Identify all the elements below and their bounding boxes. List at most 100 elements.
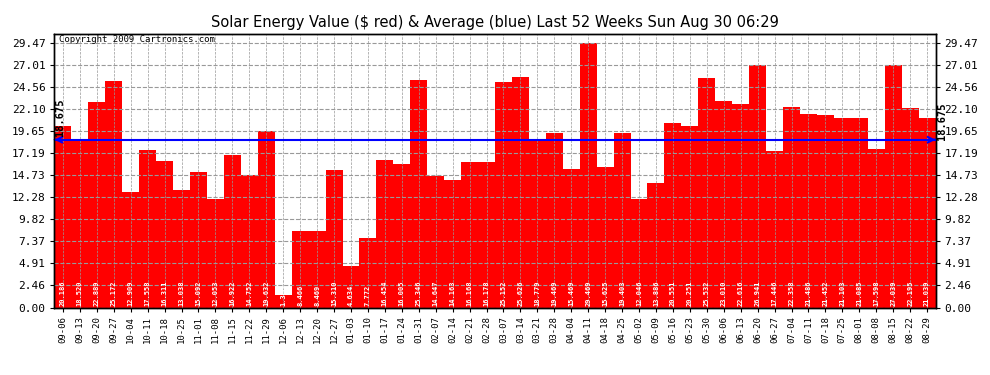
Text: 21.452: 21.452 xyxy=(823,280,829,306)
Text: Copyright 2009 Cartronics.com: Copyright 2009 Cartronics.com xyxy=(58,35,215,44)
Bar xyxy=(428,176,445,308)
Bar xyxy=(902,108,919,308)
Bar xyxy=(919,118,936,308)
Text: 12.053: 12.053 xyxy=(213,280,219,306)
Bar xyxy=(562,168,580,308)
Text: 17.558: 17.558 xyxy=(145,280,150,306)
Bar xyxy=(529,139,545,308)
Text: 18.520: 18.520 xyxy=(77,280,83,306)
Text: 8.466: 8.466 xyxy=(297,285,303,306)
Text: 21.486: 21.486 xyxy=(806,280,812,306)
Bar xyxy=(715,101,733,308)
Bar xyxy=(410,80,428,308)
Text: 16.311: 16.311 xyxy=(161,280,167,306)
Bar xyxy=(105,81,122,308)
Text: 15.469: 15.469 xyxy=(568,280,574,306)
Text: 26.941: 26.941 xyxy=(754,280,760,306)
Bar xyxy=(190,172,207,308)
Bar xyxy=(326,170,343,308)
Bar xyxy=(173,190,190,308)
Bar xyxy=(647,183,664,308)
Text: 21.085: 21.085 xyxy=(856,280,862,306)
Text: 25.346: 25.346 xyxy=(416,280,422,306)
Bar xyxy=(495,81,512,308)
Text: 16.454: 16.454 xyxy=(382,280,388,306)
Bar xyxy=(597,167,614,308)
Text: 18.675: 18.675 xyxy=(54,99,64,136)
Bar xyxy=(733,104,749,308)
Bar xyxy=(207,199,224,308)
Text: 12.046: 12.046 xyxy=(636,280,643,306)
Text: 27.039: 27.039 xyxy=(890,280,896,306)
Text: 21.039: 21.039 xyxy=(924,280,930,306)
Text: 19.403: 19.403 xyxy=(619,280,625,306)
Bar xyxy=(885,64,902,308)
Bar xyxy=(783,106,800,308)
Bar xyxy=(140,150,156,308)
Bar xyxy=(664,123,681,308)
Bar xyxy=(766,151,783,308)
Bar xyxy=(800,114,817,308)
Text: 8.469: 8.469 xyxy=(314,285,320,306)
Text: 29.469: 29.469 xyxy=(585,280,591,306)
Bar xyxy=(698,78,715,308)
Text: 22.358: 22.358 xyxy=(788,280,795,306)
Bar xyxy=(834,118,850,308)
Text: 25.172: 25.172 xyxy=(111,280,117,306)
Text: 15.625: 15.625 xyxy=(602,280,608,306)
Bar xyxy=(88,102,105,308)
Bar xyxy=(224,156,241,308)
Bar xyxy=(376,160,393,308)
Bar xyxy=(359,238,376,308)
Text: 15.310: 15.310 xyxy=(331,280,337,306)
Bar xyxy=(868,149,885,308)
Text: 16.005: 16.005 xyxy=(399,280,405,306)
Bar xyxy=(580,43,597,308)
Text: 1.369: 1.369 xyxy=(280,285,286,306)
Text: 16.922: 16.922 xyxy=(230,280,236,306)
Text: 25.626: 25.626 xyxy=(518,280,524,306)
Text: 16.168: 16.168 xyxy=(466,280,472,306)
Text: 23.010: 23.010 xyxy=(721,280,727,306)
Text: 13.038: 13.038 xyxy=(178,280,184,306)
Text: 17.598: 17.598 xyxy=(873,280,879,306)
Bar xyxy=(614,133,631,308)
Text: 20.186: 20.186 xyxy=(60,280,66,306)
Bar xyxy=(292,231,309,308)
Bar xyxy=(54,126,71,308)
Bar xyxy=(545,133,562,308)
Text: 22.195: 22.195 xyxy=(907,280,913,306)
Text: 22.889: 22.889 xyxy=(94,280,100,306)
Bar xyxy=(393,164,410,308)
Bar xyxy=(681,126,698,308)
Bar xyxy=(241,175,257,308)
Bar xyxy=(71,141,88,308)
Bar xyxy=(512,77,529,308)
Bar xyxy=(461,162,478,308)
Bar xyxy=(850,118,868,308)
Text: 22.616: 22.616 xyxy=(738,280,743,306)
Bar xyxy=(156,161,173,308)
Bar xyxy=(122,192,140,308)
Text: 21.103: 21.103 xyxy=(840,280,845,306)
Text: 14.163: 14.163 xyxy=(449,280,455,306)
Text: 15.092: 15.092 xyxy=(195,280,202,306)
Title: Solar Energy Value ($ red) & Average (blue) Last 52 Weeks Sun Aug 30 06:29: Solar Energy Value ($ red) & Average (bl… xyxy=(211,15,779,30)
Text: 20.251: 20.251 xyxy=(687,280,693,306)
Text: 14.752: 14.752 xyxy=(247,280,252,306)
Text: 25.152: 25.152 xyxy=(501,280,507,306)
Text: 25.532: 25.532 xyxy=(704,280,710,306)
Bar xyxy=(445,180,461,308)
Text: 7.772: 7.772 xyxy=(365,285,371,306)
Text: 19.469: 19.469 xyxy=(551,280,557,306)
Bar xyxy=(309,231,326,308)
Text: 20.551: 20.551 xyxy=(670,280,676,306)
Text: 18.675: 18.675 xyxy=(938,102,947,140)
Bar xyxy=(817,115,834,308)
Bar xyxy=(749,66,766,308)
Text: 14.647: 14.647 xyxy=(433,280,439,306)
Bar xyxy=(631,199,647,308)
Text: 19.632: 19.632 xyxy=(263,280,269,306)
Text: 13.886: 13.886 xyxy=(653,280,659,306)
Text: 16.178: 16.178 xyxy=(483,280,489,306)
